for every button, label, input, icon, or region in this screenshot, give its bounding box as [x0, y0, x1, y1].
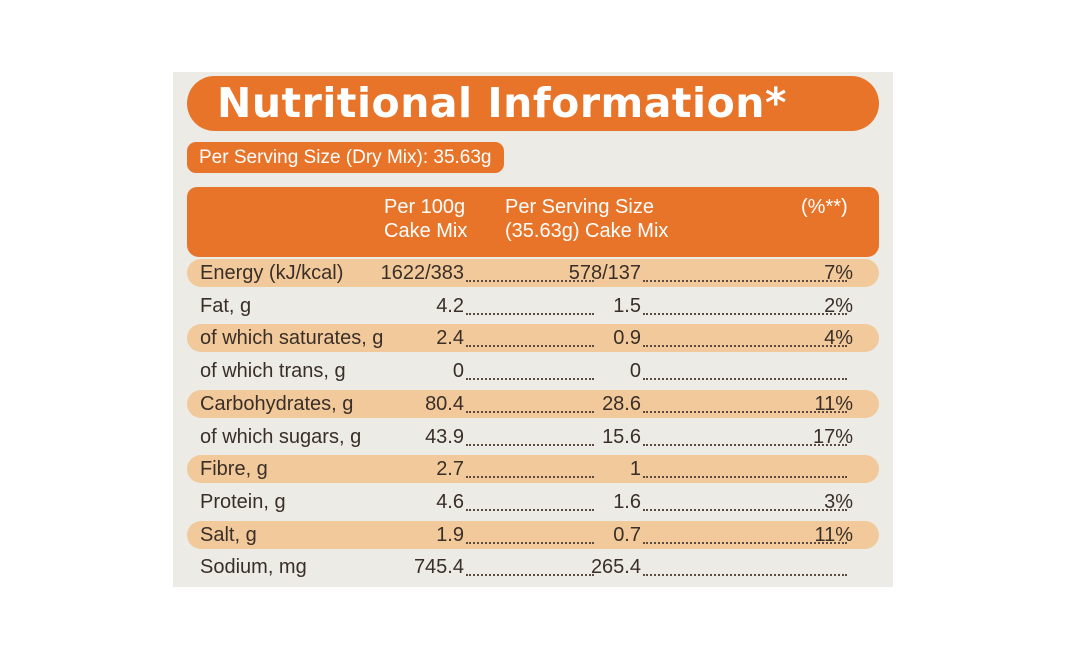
column-header-line: (35.63g) Cake Mix [505, 220, 669, 242]
table-header: Per 100g Cake Mix Per Serving Size (35.6… [187, 187, 879, 257]
nutrient-label: of which sugars, g [200, 425, 362, 448]
table-row: Protein, g 4.6 1.6 3% [187, 488, 879, 516]
value-percent: 11% [814, 523, 853, 546]
nutrition-panel: Nutritional Information* Per Serving Siz… [173, 72, 893, 587]
serving-size-label: Per Serving Size (Dry Mix): 35.63g [187, 142, 504, 173]
value-per-100g: 43.9 [425, 425, 464, 448]
value-per-serving: 0 [629, 360, 641, 383]
value-percent: 7% [824, 262, 853, 284]
dot-leader [466, 345, 594, 348]
value-per-100g: 0 [452, 360, 464, 383]
table-row: Fibre, g 2.7 1 [187, 455, 879, 484]
value-per-100g: 4.6 [436, 490, 464, 513]
value-per-serving: 1 [629, 458, 641, 481]
table-row: of which sugars, g 43.9 15.6 17% [187, 423, 879, 451]
column-header-line: Per 100g [384, 196, 466, 218]
column-header-percent: (%**) [801, 196, 848, 218]
page-title: Nutritional Information* [217, 79, 787, 127]
value-per-100g: 2.4 [436, 327, 464, 350]
table-row: of which saturates, g 2.4 0.9 4% [187, 324, 879, 353]
value-per-100g: 80.4 [425, 392, 464, 415]
value-per-serving: 265.4 [590, 556, 641, 579]
value-per-100g: 4.2 [436, 294, 464, 317]
value-per-serving: 1.6 [613, 490, 641, 513]
nutrient-label: Sodium, mg [200, 556, 307, 579]
value-per-100g: 2.7 [436, 458, 464, 481]
dot-leader [466, 541, 594, 544]
dot-leader [466, 574, 594, 577]
value-percent: 2% [824, 294, 853, 317]
column-header-line: Per Serving Size [505, 196, 654, 218]
dot-leader [643, 312, 847, 315]
dot-leader [643, 476, 847, 479]
dot-leader [643, 541, 847, 544]
column-header-per-serving: Per Serving Size (35.63g) Cake Mix [505, 195, 668, 243]
dot-leader [466, 508, 594, 511]
dot-leader [643, 443, 847, 446]
dot-leader [466, 312, 594, 315]
value-per-100g: 1.9 [436, 523, 464, 546]
table-row: Carbohydrates, g 80.4 28.6 11% [187, 389, 879, 418]
value-per-serving: 0.7 [613, 523, 641, 546]
nutrient-label: Fibre, g [200, 458, 268, 481]
nutrient-label: Protein, g [200, 490, 286, 513]
dot-leader [466, 443, 594, 446]
table-row: of which trans, g 0 0 [187, 357, 879, 385]
nutrient-label: of which trans, g [200, 360, 346, 383]
dot-leader [643, 345, 847, 348]
value-per-serving: 28.6 [602, 392, 641, 415]
table-row: Salt, g 1.9 0.7 11% [187, 520, 879, 549]
nutrient-label: Energy (kJ/kcal) [200, 262, 344, 284]
value-percent: 17% [812, 425, 853, 448]
table-row: Sodium, mg 745.4 265.4 [187, 553, 879, 581]
value-per-100g: 745.4 [413, 556, 464, 579]
nutrient-label: Fat, g [200, 294, 252, 317]
dot-leader [466, 476, 594, 479]
table-row: Energy (kJ/kcal) 1622/383 578/137 7% [187, 259, 879, 287]
value-per-100g: 1622/383 [380, 262, 464, 284]
nutrient-label: of which saturates, g [200, 327, 384, 350]
value-per-serving: 578/137 [568, 262, 641, 284]
dot-leader [643, 280, 847, 282]
dot-leader [643, 378, 847, 381]
column-header-per-100g: Per 100g Cake Mix [384, 195, 467, 243]
dot-leader [466, 378, 594, 381]
value-percent: 3% [824, 490, 853, 513]
nutrient-label: Carbohydrates, g [200, 392, 354, 415]
dot-leader [643, 410, 847, 413]
dot-leader [466, 410, 594, 413]
dot-leader [643, 508, 847, 511]
value-percent: 4% [824, 327, 853, 350]
column-header-line: Cake Mix [384, 220, 468, 242]
nutrient-label: Salt, g [200, 523, 257, 546]
value-per-serving: 0.9 [613, 327, 641, 350]
dot-leader [466, 280, 594, 282]
value-per-serving: 1.5 [613, 294, 641, 317]
table-row: Fat, g 4.2 1.5 2% [187, 292, 879, 320]
value-per-serving: 15.6 [602, 425, 641, 448]
title-bar: Nutritional Information* [187, 76, 879, 131]
value-percent: 11% [814, 392, 853, 415]
dot-leader [643, 574, 847, 577]
